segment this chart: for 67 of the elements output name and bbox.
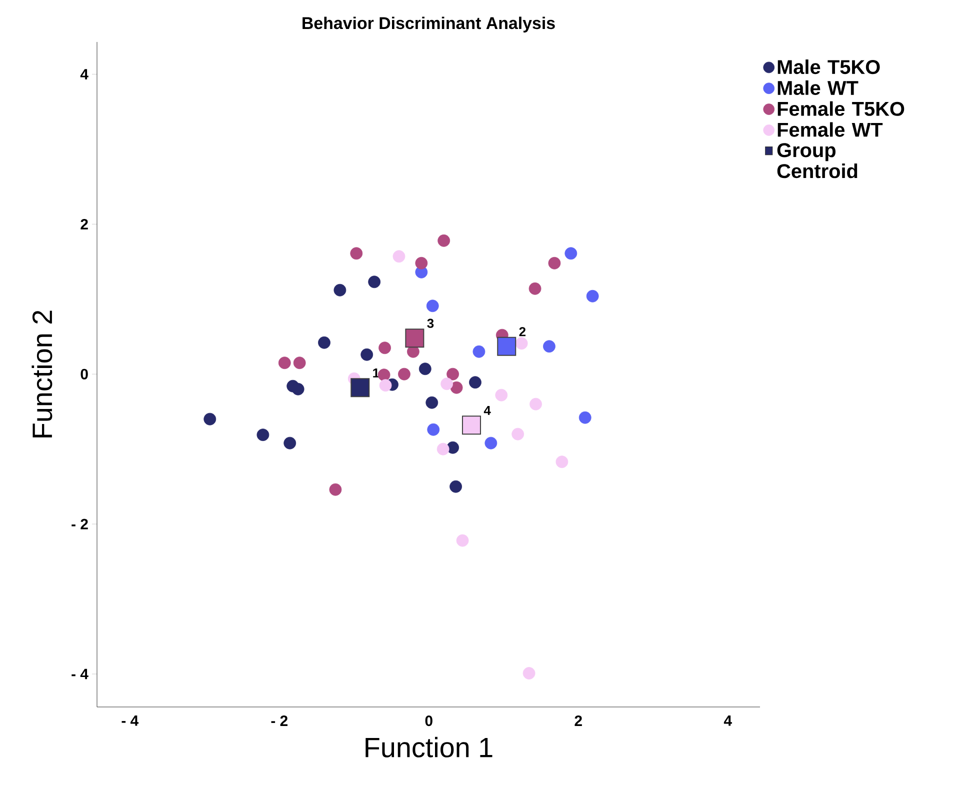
point [446, 441, 459, 454]
point [548, 256, 561, 270]
point [456, 534, 469, 547]
point [438, 234, 450, 247]
point [578, 411, 592, 424]
annotation: 2 [519, 327, 526, 336]
x-axis-title: Function 1 [366, 736, 492, 758]
point [378, 342, 391, 354]
point [436, 442, 450, 456]
x-tick-label: - 2 [271, 716, 288, 726]
point [350, 247, 363, 260]
point [446, 368, 459, 380]
point [495, 388, 508, 402]
point [378, 368, 390, 382]
point [472, 345, 486, 358]
point [564, 247, 578, 260]
point [450, 381, 463, 394]
point [204, 412, 216, 426]
x-tick-label: 2 [574, 716, 582, 726]
point [450, 480, 462, 493]
point [278, 356, 291, 370]
point [469, 376, 482, 389]
point [293, 356, 306, 370]
x-tick-label: - 4 [122, 716, 139, 726]
y-tick-label: 4 [80, 69, 88, 80]
y-axis-title: Function 2 [32, 310, 52, 438]
point [427, 423, 440, 436]
point [334, 284, 346, 296]
point [530, 398, 542, 410]
point [586, 290, 599, 302]
point [284, 436, 296, 450]
legend-label: Female T5KO [778, 101, 904, 116]
annotation: 3 [427, 318, 434, 328]
point [329, 483, 342, 496]
point [368, 276, 381, 288]
y-tick-label: 0 [80, 368, 88, 380]
point [256, 428, 270, 442]
legend-label: Male T5KO [778, 59, 880, 74]
point [484, 436, 498, 450]
point [392, 250, 406, 263]
point [512, 428, 524, 440]
point [360, 348, 374, 361]
legend-label: Female WT [778, 122, 883, 137]
y-tick-label: 2 [80, 218, 88, 230]
annotation: 4 [484, 406, 491, 415]
point [522, 667, 536, 680]
point [418, 362, 432, 376]
point [292, 382, 304, 396]
point [543, 340, 556, 353]
point [398, 368, 410, 380]
point [556, 456, 568, 468]
point [515, 337, 528, 350]
y-tick-label: - 2 [72, 518, 88, 530]
point [426, 300, 439, 312]
point [318, 336, 330, 349]
legend-label: Group Centroid [777, 143, 858, 178]
point [440, 378, 454, 390]
y-tick-label: - 4 [72, 668, 88, 680]
point [528, 282, 542, 295]
annotation: 1 [373, 368, 380, 378]
point [379, 379, 392, 392]
legend-label: Male WT [778, 80, 858, 96]
x-tick-label: 4 [724, 716, 732, 726]
chart-title: Behavior Discriminant Analysis [302, 16, 555, 32]
point [415, 256, 428, 270]
point [426, 396, 438, 409]
x-tick-label: 0 [425, 716, 432, 726]
